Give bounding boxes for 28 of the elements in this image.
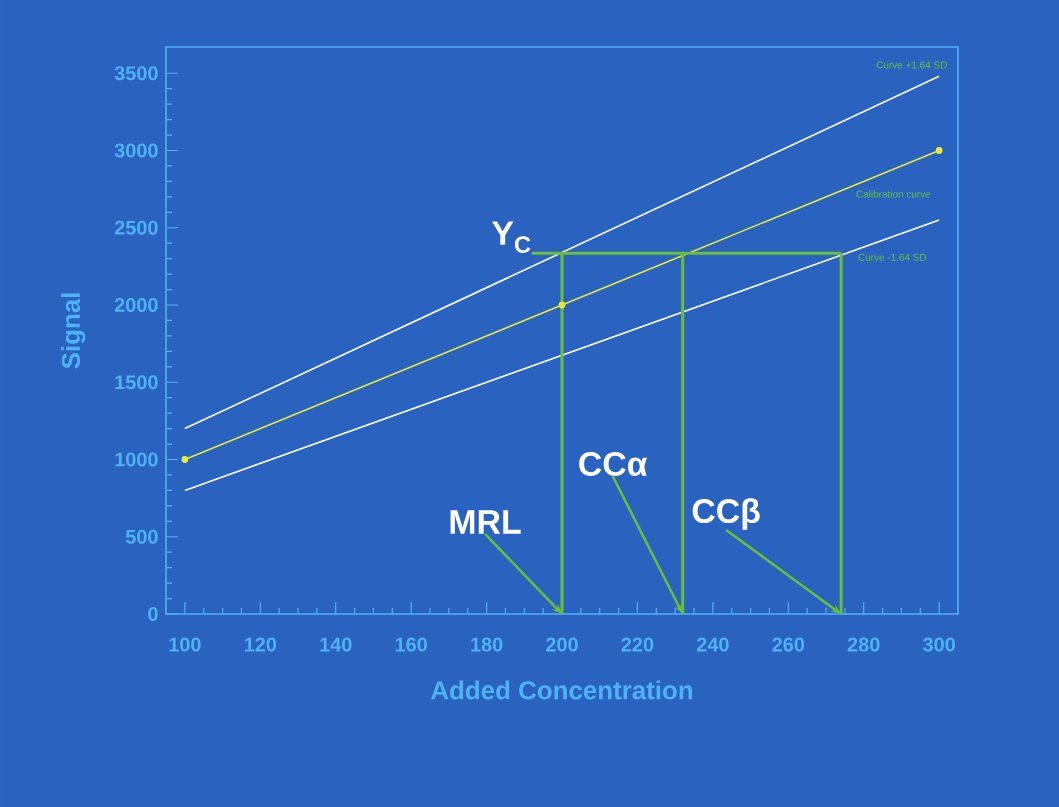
y-tick-label: 2500 xyxy=(114,220,158,235)
x-tick-label: 160 xyxy=(395,637,427,652)
x-axis-title: Added Concentration xyxy=(430,680,693,700)
annotation: MRL xyxy=(450,510,521,534)
series-label: Curve +1.64 SD xyxy=(876,61,947,69)
y-tick-label: 3000 xyxy=(114,143,158,158)
x-tick-label: 140 xyxy=(320,637,352,652)
series-label: Curve -1.64 SD xyxy=(858,253,927,261)
x-tick-label: 220 xyxy=(621,637,654,652)
annotation: Y$_{C}$ xyxy=(492,221,531,254)
y-tick-label: 1500 xyxy=(115,375,158,390)
y-tick-label: 0 xyxy=(148,606,158,622)
x-tick-label: 300 xyxy=(922,637,955,652)
x-tick-label: 200 xyxy=(546,637,578,652)
annotation: CCβ xyxy=(692,498,760,530)
x-tick-label: 180 xyxy=(471,637,503,652)
y-tick-label: 500 xyxy=(125,529,158,544)
annotation: CCα xyxy=(579,451,648,476)
x-tick-label: 280 xyxy=(847,637,880,652)
x-tick-label: 260 xyxy=(772,637,805,652)
x-tick-label: 100 xyxy=(169,637,201,652)
y-tick-label: 3500 xyxy=(114,66,158,81)
series-label: Calibration curve xyxy=(856,190,931,198)
y-tick-label: 1000 xyxy=(115,452,158,467)
y-tick-label: 2000 xyxy=(114,297,158,313)
x-tick-label: 240 xyxy=(696,637,729,652)
y-axis-title: Signal xyxy=(61,293,86,369)
x-tick-label: 120 xyxy=(244,637,277,652)
